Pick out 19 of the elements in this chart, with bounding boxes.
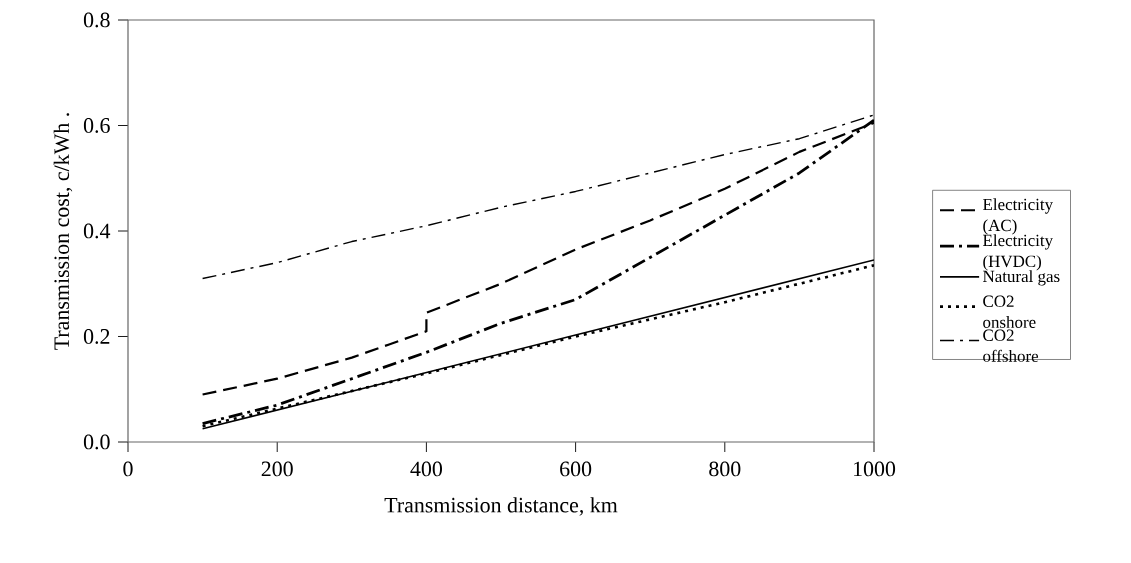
legend-label: Electricity (AC) [983,198,1054,235]
y-axis-title: Transmission cost, c/kWh . [53,113,73,350]
legend-label: CO2 offshore [983,329,1039,362]
x-tick-label: 200 [261,461,293,477]
x-axis-title: Transmission distance, km [384,497,618,516]
y-tick-label: 0.8 [83,12,110,28]
y-tick-label: 0.4 [83,223,111,239]
x-tick-label: 1000 [854,461,896,477]
y-tick-label: 0.6 [83,118,110,133]
x-tick-label: 0 [123,461,133,477]
x-tick-label: 400 [410,461,443,477]
legend-label: Natural gas [983,270,1060,286]
y-tick-label: 0.2 [83,329,110,344]
x-tick-label: 600 [560,461,592,477]
y-tick-label: 0.0 [83,434,110,450]
x-tick-label: 800 [709,461,741,477]
line-series [201,114,875,280]
legend-label: Electricity (HVDC) [983,234,1054,271]
legend-label: CO2 onshore [983,295,1036,328]
